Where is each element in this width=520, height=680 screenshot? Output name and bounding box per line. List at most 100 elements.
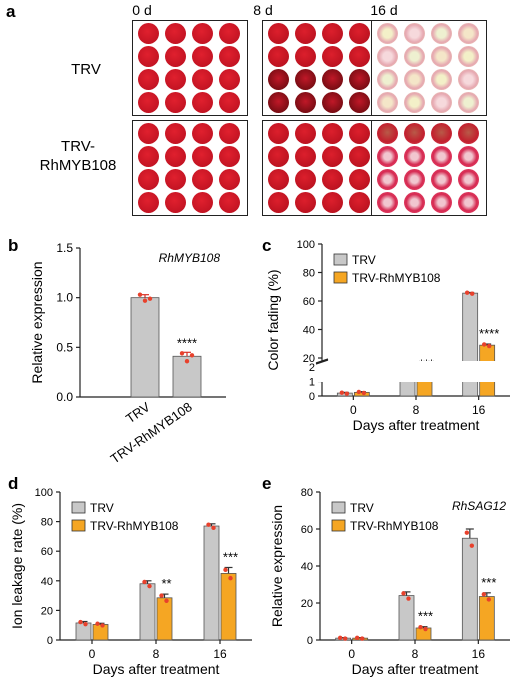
- bar: [461, 537, 478, 641]
- petal-disc: [404, 123, 425, 144]
- petal-disc: [138, 192, 159, 213]
- significance-label: ***: [418, 609, 433, 624]
- petal-disc: [219, 46, 240, 67]
- petal-disc: [322, 92, 343, 113]
- y-tick-label: 1.5: [56, 241, 73, 255]
- petal-disc: [192, 23, 213, 44]
- significance-label: ****: [479, 326, 499, 341]
- petal-disc: [377, 192, 398, 213]
- y-tick-label: 0.5: [56, 340, 73, 354]
- disc-grid-2-1: [371, 120, 487, 216]
- bar: [92, 624, 109, 641]
- petal-disc: [322, 46, 343, 67]
- y-tick-label: 2: [309, 362, 315, 374]
- petal-disc: [192, 69, 213, 90]
- panel-letter-a: a: [6, 2, 16, 21]
- petal-disc: [322, 123, 343, 144]
- petal-disc: [219, 23, 240, 44]
- petal-disc: [431, 23, 452, 44]
- legend-label: TRV: [352, 253, 376, 267]
- y-tick-label: 80: [41, 517, 53, 529]
- petal-disc: [431, 192, 452, 213]
- x-tick-label: 8: [153, 647, 160, 661]
- petal-disc: [349, 123, 370, 144]
- petal-disc: [377, 69, 398, 90]
- panel-letter-c: c: [262, 236, 272, 255]
- data-point: [184, 359, 190, 364]
- y-tick-label: 100: [297, 239, 315, 251]
- petal-disc: [138, 23, 159, 44]
- y-tick-label: 80: [303, 268, 315, 280]
- data-point: [486, 343, 492, 349]
- y-tick-label: 0: [309, 391, 315, 403]
- x-tick-label: 0: [350, 403, 357, 417]
- data-point: [179, 351, 185, 356]
- data-point: [211, 525, 216, 531]
- legend-swatch: [333, 253, 348, 266]
- x-tick-label: 16: [472, 647, 486, 661]
- data-point: [206, 522, 211, 527]
- gene-annotation: RhSAG12: [452, 499, 506, 513]
- petal-disc: [165, 46, 186, 67]
- legend-swatch: [331, 519, 346, 532]
- disc-grid-0-0: [132, 20, 248, 116]
- petal-disc: [219, 92, 240, 113]
- y-tick-label: 80: [301, 487, 313, 499]
- petal-disc: [295, 46, 316, 67]
- x-tick-label: 0: [348, 647, 355, 661]
- petal-disc: [377, 123, 398, 144]
- petal-disc: [349, 192, 370, 213]
- column-label-16d: 16 d: [370, 2, 398, 18]
- petal-disc: [431, 123, 452, 144]
- y-tick-label: 40: [301, 561, 313, 573]
- petal-disc: [458, 92, 479, 113]
- petal-disc: [458, 169, 479, 190]
- row-label-trv-rhmyb108: TRV- RhMYB108: [28, 137, 128, 175]
- petal-disc: [192, 92, 213, 113]
- petal-disc: [219, 146, 240, 167]
- data-point: [342, 636, 348, 641]
- column-label-8d: 8 d: [253, 2, 273, 18]
- data-point: [142, 579, 147, 585]
- legend-swatch: [71, 519, 86, 532]
- y-axis-label: Ion leakage rate (%): [9, 503, 25, 629]
- disc-grid-1-1: [262, 120, 378, 216]
- data-point: [481, 342, 487, 347]
- data-point: [356, 389, 362, 395]
- panel-letter-d: d: [8, 474, 19, 493]
- data-point: [423, 626, 428, 632]
- petal-disc: [268, 123, 289, 144]
- petal-disc: [295, 69, 316, 90]
- y-tick-label: 0: [47, 635, 53, 647]
- petal-disc: [431, 169, 452, 190]
- row-label-trv: TRV: [36, 60, 136, 79]
- y-tick-label: 0: [307, 635, 313, 647]
- y-tick-label: 1: [309, 377, 315, 389]
- bar: [203, 525, 220, 641]
- petal-disc: [268, 69, 289, 90]
- data-point: [95, 621, 100, 626]
- legend-label: TRV-RhMYB108: [350, 519, 439, 533]
- significance-label: ***: [223, 549, 238, 564]
- axis-break-gap: [316, 361, 512, 382]
- bar: [156, 597, 173, 641]
- legend-label: TRV-RhMYB108: [90, 519, 179, 533]
- data-point: [159, 593, 164, 598]
- petal-disc: [165, 192, 186, 213]
- legend-label: TRV-RhMYB108: [352, 271, 441, 285]
- axis-break-mark: [315, 359, 329, 365]
- legend-swatch: [71, 501, 86, 514]
- petal-disc: [404, 92, 425, 113]
- data-point: [344, 391, 350, 396]
- petal-disc: [138, 146, 159, 167]
- petal-disc: [404, 169, 425, 190]
- petal-disc: [349, 146, 370, 167]
- y-tick-label: 0.0: [56, 390, 73, 404]
- petal-disc: [458, 146, 479, 167]
- petal-disc: [377, 46, 398, 67]
- petal-disc: [404, 69, 425, 90]
- petal-disc: [458, 192, 479, 213]
- x-tick-label: 8: [412, 647, 419, 661]
- data-point: [142, 298, 148, 303]
